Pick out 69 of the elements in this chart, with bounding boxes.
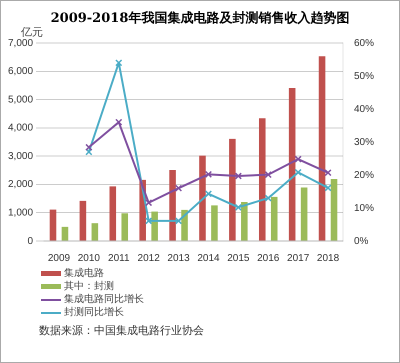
x-tick-label: 2010 [78, 252, 100, 264]
y2-tick-label: 40% [354, 104, 374, 115]
point [204, 170, 212, 178]
bar [258, 118, 266, 240]
y-tick-label: 3,000 [8, 150, 34, 162]
point [145, 217, 152, 224]
y2-tick-label: 60% [354, 38, 374, 49]
y2-tick-label: 0% [354, 236, 369, 247]
point [85, 148, 92, 156]
y-tick-label: 0 [27, 236, 34, 247]
bar [318, 56, 326, 240]
point [324, 184, 332, 192]
bar [169, 170, 176, 240]
y2-tick-label: 50% [354, 70, 374, 82]
point [234, 172, 242, 180]
bar [50, 210, 56, 240]
legend-label: 集成电路 [64, 267, 104, 280]
y-tick-label: 7,000 [8, 38, 34, 49]
y2-tick-label: 30% [354, 136, 374, 148]
y-axis-title: 亿元 [20, 25, 43, 38]
y-tick-label: 4,000 [8, 122, 34, 134]
point [324, 169, 332, 176]
bar [211, 205, 218, 240]
point [294, 168, 302, 176]
bar [300, 188, 308, 240]
bar [62, 226, 68, 240]
point [264, 194, 272, 202]
bar [92, 223, 98, 240]
y-tick-label: 5,000 [8, 94, 34, 106]
x-tick-label: 2013 [167, 252, 190, 264]
bar [229, 138, 236, 240]
x-tick-label: 2018 [316, 252, 340, 264]
bar [181, 210, 188, 240]
legend-label: 集成电路同比增长 [64, 293, 144, 306]
y-tick-label: 6,000 [8, 66, 34, 78]
bar [80, 200, 86, 240]
point [115, 59, 122, 66]
source-note: 数据来源：中国集成电路行业协会 [39, 323, 205, 338]
bar [151, 212, 158, 240]
point [115, 118, 122, 126]
bar [109, 186, 116, 240]
bar [330, 179, 338, 240]
point [174, 184, 182, 192]
x-tick-label: 2015 [227, 252, 250, 264]
bar [288, 88, 296, 240]
bar [270, 196, 278, 240]
point [204, 190, 212, 198]
bar [241, 202, 248, 240]
legend-label: 其中：封测 [64, 280, 114, 293]
y2-tick-label: 20% [354, 170, 374, 181]
point [85, 144, 92, 151]
chart-title: 2009-2018年我国集成电路及封测销售收入趋势图 [50, 10, 350, 27]
y-tick-label: 2,000 [8, 179, 34, 190]
y2-tick-label: 10% [354, 202, 374, 214]
bar [199, 156, 206, 240]
point [174, 217, 182, 224]
x-tick-label: 2017 [287, 252, 310, 264]
x-tick-label: 2011 [108, 252, 130, 264]
x-tick-label: 2009 [48, 252, 71, 264]
x-tick-label: 2012 [138, 252, 160, 264]
point [294, 156, 302, 163]
point [145, 199, 152, 206]
bar [121, 213, 128, 240]
y-tick-label: 1,000 [8, 207, 34, 218]
legend-label: 封测同比增长 [64, 306, 124, 319]
x-tick-label: 2016 [257, 252, 280, 264]
point [234, 204, 242, 211]
x-tick-label: 2014 [197, 252, 220, 264]
point [264, 171, 272, 178]
